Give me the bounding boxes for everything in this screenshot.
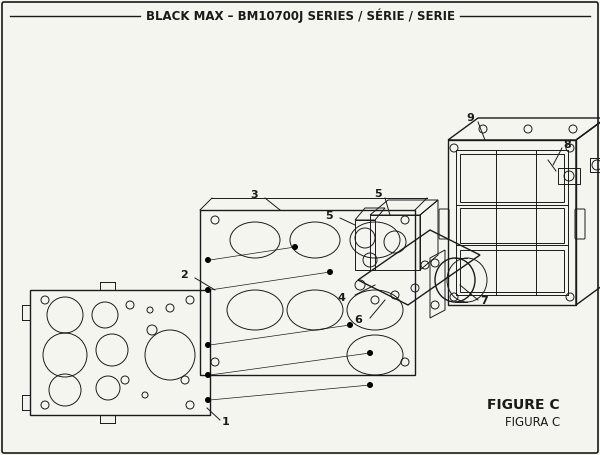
Text: 7: 7 (480, 296, 488, 306)
Bar (590, 158, 600, 172)
Circle shape (347, 322, 353, 328)
Circle shape (205, 372, 211, 378)
Text: 6: 6 (354, 315, 362, 325)
Circle shape (205, 287, 211, 293)
Bar (460, 250, 564, 292)
Circle shape (327, 269, 333, 275)
Text: 1: 1 (222, 417, 230, 427)
Circle shape (292, 244, 298, 250)
Text: 8: 8 (563, 140, 571, 150)
Bar (460, 208, 564, 243)
Text: 3: 3 (250, 190, 258, 200)
Text: FIGURA C: FIGURA C (505, 415, 560, 429)
Circle shape (205, 342, 211, 348)
Circle shape (205, 397, 211, 403)
Text: 9: 9 (466, 113, 474, 123)
Text: 5: 5 (325, 211, 333, 221)
Circle shape (205, 257, 211, 263)
Circle shape (367, 350, 373, 356)
Text: BLACK MAX – BM10700J SERIES / SÉRIE / SERIE: BLACK MAX – BM10700J SERIES / SÉRIE / SE… (146, 9, 455, 23)
Circle shape (367, 382, 373, 388)
Text: 2: 2 (180, 270, 188, 280)
Bar (460, 154, 564, 202)
Text: 5: 5 (374, 189, 382, 199)
Text: 4: 4 (337, 293, 345, 303)
Bar (558, 168, 580, 184)
Text: FIGURE C: FIGURE C (487, 398, 560, 412)
